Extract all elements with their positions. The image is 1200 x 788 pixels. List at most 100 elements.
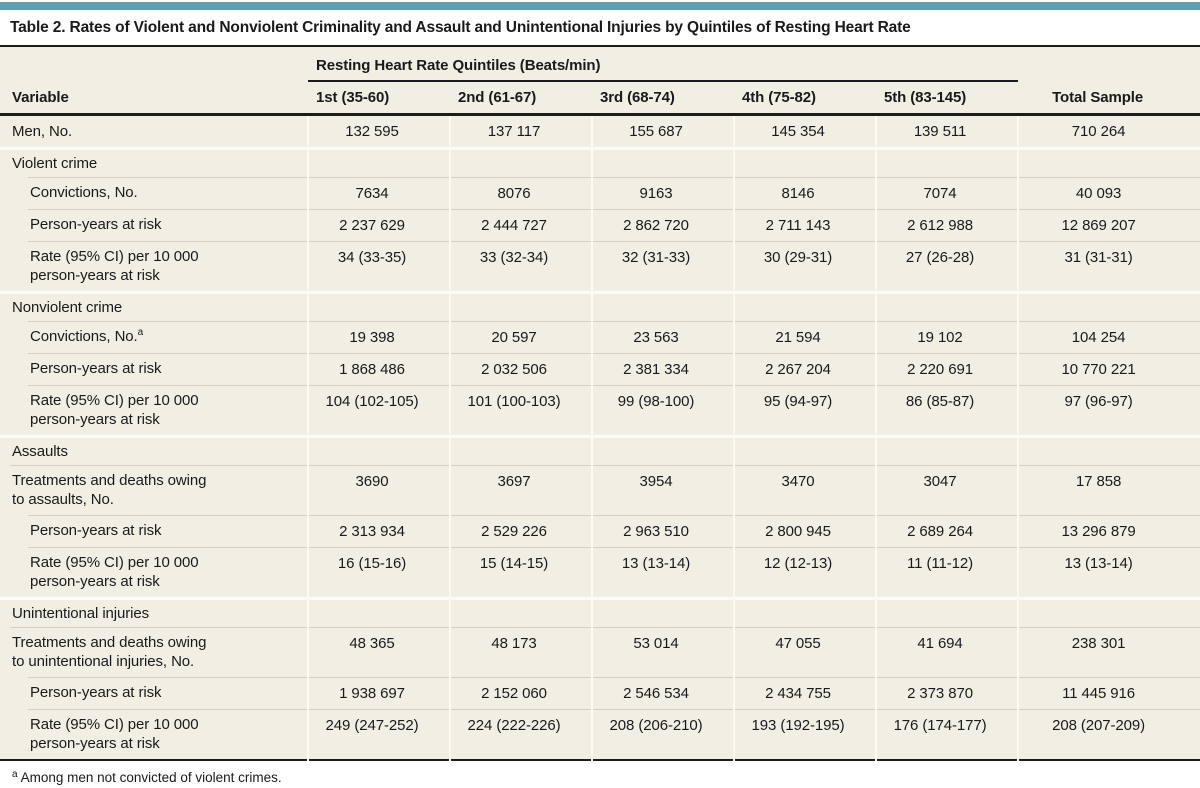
value-cell: 99 (98-100) [591, 384, 734, 437]
value-cell: 15 (14-15) [449, 546, 592, 599]
column-header-row: Variable 1st (35-60) 2nd (61-67) 3rd (68… [0, 81, 1200, 116]
total-cell: 13 (13-14) [1017, 546, 1200, 599]
value-cell: 249 (247-252) [307, 708, 450, 760]
value-cell: 155 687 [591, 114, 734, 149]
row-label: Men, No. [0, 115, 308, 149]
value-cell [733, 147, 876, 177]
total-cell [1017, 291, 1200, 321]
row-label: Person-years at risk [0, 677, 308, 709]
row-label-text: Treatments and deaths owing to unintenti… [12, 634, 207, 670]
value-cell: 41 694 [874, 626, 1019, 677]
value-cell: 3690 [307, 464, 450, 515]
value-cell: 224 (222-226) [449, 708, 592, 760]
total-cell: 40 093 [1017, 176, 1200, 209]
value-cell: 2 152 060 [449, 676, 592, 709]
value-cell: 101 (100-103) [449, 384, 592, 437]
value-cell [307, 435, 450, 465]
value-cell: 86 (85-87) [874, 384, 1019, 437]
value-cell: 20 597 [449, 320, 592, 353]
row-label: Rate (95% CI) per 10 000 person-years at… [0, 547, 308, 599]
value-cell: 16 (15-16) [307, 546, 450, 599]
total-cell: 11 445 916 [1017, 676, 1200, 709]
accent-bar [0, 2, 1200, 10]
value-cell [449, 597, 592, 627]
value-cell [449, 147, 592, 177]
value-cell: 208 (206-210) [591, 708, 734, 760]
value-cell: 2 529 226 [449, 514, 592, 547]
row-label-text: Convictions, No. [30, 328, 138, 345]
value-cell: 2 434 755 [733, 676, 876, 709]
value-cell [307, 291, 450, 321]
value-cell: 3697 [449, 464, 592, 515]
section-label: Nonviolent crime [0, 291, 308, 321]
total-cell: 104 254 [1017, 320, 1200, 353]
total-cell: 17 858 [1017, 464, 1200, 515]
value-cell: 193 (192-195) [733, 708, 876, 760]
section-row: Assaults [0, 435, 1200, 465]
table-row: Person-years at risk 2 237 629 2 444 727 2 … [0, 208, 1200, 241]
value-cell [307, 597, 450, 627]
table-row: Rate (95% CI) per 10 000 person-years at… [0, 546, 1200, 599]
value-cell: 2 711 143 [733, 208, 876, 241]
value-cell: 33 (32-34) [449, 240, 592, 293]
row-label-text: Assaults [12, 443, 68, 460]
value-cell: 137 117 [449, 114, 592, 149]
row-label-text: Person-years at risk [30, 522, 162, 539]
row-label: Convictions, No.a [0, 321, 308, 353]
value-cell: 2 313 934 [307, 514, 450, 547]
row-label-text: Person-years at risk [30, 216, 162, 233]
row-label-text: Rate (95% CI) per 10 000 person-years at… [30, 716, 199, 752]
value-cell: 3470 [733, 464, 876, 515]
value-cell: 11 (11-12) [874, 546, 1019, 599]
value-cell: 21 594 [733, 320, 876, 353]
value-cell [449, 435, 592, 465]
value-cell [874, 597, 1019, 627]
value-cell: 145 354 [733, 114, 876, 149]
value-cell: 2 862 720 [591, 208, 734, 241]
row-label: Rate (95% CI) per 10 000 person-years at… [0, 241, 308, 293]
value-cell [591, 597, 734, 627]
value-cell: 2 800 945 [733, 514, 876, 547]
value-cell: 12 (12-13) [733, 546, 876, 599]
value-cell: 23 563 [591, 320, 734, 353]
value-cell [874, 147, 1019, 177]
row-label: Convictions, No. [0, 177, 308, 209]
column-header-q5: 5th (83-145) [876, 81, 1019, 116]
value-cell: 2 381 334 [591, 352, 734, 385]
table-row: Convictions, No.a 19 398 20 597 23 563 21 59… [0, 320, 1200, 353]
value-cell: 2 689 264 [874, 514, 1019, 547]
value-cell: 34 (33-35) [307, 240, 450, 293]
row-label-text: Violent crime [12, 155, 98, 172]
group-header-label: Resting Heart Rate Quintiles (Beats/min) [316, 57, 601, 74]
total-cell [1017, 435, 1200, 465]
table-row: Rate (95% CI) per 10 000 person-years at… [0, 240, 1200, 293]
table-row: Men, No. 132 595 137 117 155 687 145 354 139 … [0, 114, 1200, 149]
value-cell [591, 435, 734, 465]
value-cell: 2 032 506 [449, 352, 592, 385]
value-cell: 8146 [733, 176, 876, 209]
footnote-text: Among men not convicted of violent crime… [20, 770, 282, 785]
group-header-spacer [1018, 47, 1200, 81]
footnote-marker: a [137, 327, 144, 338]
value-cell [733, 435, 876, 465]
value-cell: 7074 [874, 176, 1019, 209]
value-cell: 7634 [307, 176, 450, 209]
value-cell [733, 291, 876, 321]
row-label-text: Rate (95% CI) per 10 000 person-years at… [30, 554, 199, 590]
column-header-q4: 4th (75-82) [734, 81, 876, 116]
table-row: Rate (95% CI) per 10 000 person-years at… [0, 708, 1200, 760]
row-label-text: Rate (95% CI) per 10 000 person-years at… [30, 392, 199, 428]
table-row: Person-years at risk 1 868 486 2 032 506 2 … [0, 352, 1200, 385]
value-cell: 2 546 534 [591, 676, 734, 709]
value-cell: 19 102 [874, 320, 1019, 353]
section-label: Unintentional injuries [0, 597, 308, 627]
value-cell [449, 291, 592, 321]
value-cell: 1 868 486 [307, 352, 450, 385]
value-cell: 2 267 204 [733, 352, 876, 385]
value-cell: 53 014 [591, 626, 734, 677]
section-row: Nonviolent crime [0, 291, 1200, 321]
value-cell: 32 (31-33) [591, 240, 734, 293]
row-label-text: Treatments and deaths owing to assaults,… [12, 472, 207, 508]
section-row: Violent crime [0, 147, 1200, 177]
